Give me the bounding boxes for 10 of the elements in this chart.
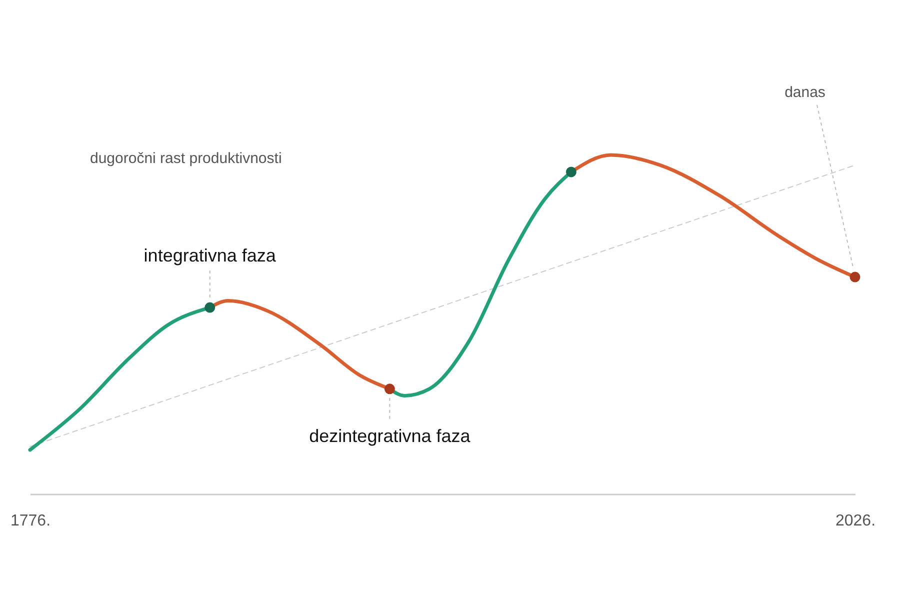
text: danas: [784, 84, 826, 101]
point: [204, 302, 216, 313]
point: [850, 272, 860, 282]
annotation: integrativna faza: [144, 246, 277, 266]
annotation: dezintegrativna faza: [309, 426, 472, 446]
point: [384, 384, 395, 394]
x-tick-label: 2026.: [835, 512, 876, 530]
point: [566, 166, 576, 178]
x-tick-label: 1776.: [10, 512, 51, 530]
annotation: dugoročni rast produktivnosti: [90, 150, 282, 167]
